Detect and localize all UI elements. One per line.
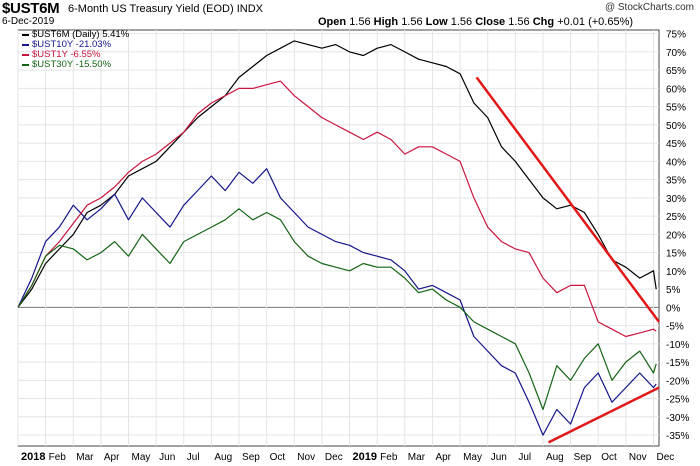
ticker-description: 6-Month US Treasury Yield (EOD) INDX: [68, 3, 263, 15]
x-tick-label: 2018: [21, 451, 45, 463]
legend-item: $UST30Y -15.50%: [22, 60, 129, 70]
y-tick-label: 40%: [666, 157, 686, 168]
stockcharts-watermark: @ StockCharts.com: [604, 2, 694, 13]
x-tick-label: Jul: [187, 452, 200, 463]
y-tick-label: -15%: [666, 358, 689, 369]
low-value: 1.56: [450, 16, 473, 28]
x-tick-label: Jul: [518, 452, 531, 463]
x-tick-label: Jun: [491, 452, 507, 463]
legend-item: $UST6M (Daily) 5.41%: [22, 30, 129, 40]
low-label: Low: [425, 16, 448, 28]
series-line: [17, 208, 657, 411]
series-line: [17, 80, 657, 338]
chg-label: Chg: [532, 16, 555, 28]
x-axis: 2018 Feb Mar Apr May Jun Jul Aug Sep Oct Nov Dec 201…: [21, 451, 674, 463]
x-tick-label: Apr: [435, 452, 451, 463]
trendline: [475, 76, 661, 323]
y-tick-label: 45%: [666, 139, 686, 150]
legend-label: $UST30Y -15.50%: [32, 59, 112, 70]
x-tick-label: Mar: [76, 452, 94, 463]
y-tick-label: 25%: [666, 212, 686, 223]
legend-label: $UST1Y -6.55%: [32, 49, 101, 60]
y-tick-label: 70%: [666, 48, 686, 59]
open-label: Open: [318, 16, 347, 28]
x-tick-label: May: [463, 452, 482, 463]
x-tick-label: 2019: [353, 451, 377, 463]
high-label: High: [373, 16, 399, 28]
y-tick-label: 55%: [666, 103, 686, 114]
close-label: Close: [475, 16, 506, 28]
description-text: 6-Month US Treasury Yield (EOD): [68, 3, 234, 15]
chart-header: $UST6M 6-Month US Treasury Yield (EOD) I…: [0, 0, 700, 30]
x-tick-label: Sep: [574, 452, 592, 463]
x-tick-label: Feb: [380, 452, 398, 463]
y-tick-label: 0%: [666, 303, 681, 314]
y-tick-label: -30%: [666, 413, 689, 424]
y-tick-label: 15%: [666, 249, 686, 260]
legend-swatch: [22, 64, 29, 66]
x-tick-label: Jun: [159, 452, 175, 463]
y-tick-label: 35%: [666, 176, 686, 187]
y-tick-label: 20%: [666, 230, 686, 241]
y-tick-label: 5%: [666, 285, 681, 296]
y-tick-label: 10%: [666, 267, 686, 278]
x-tick-label: Aug: [546, 452, 564, 463]
x-tick-label: Feb: [49, 452, 67, 463]
legend: $UST6M (Daily) 5.41% $UST10Y -21.03% $UST1…: [22, 30, 129, 70]
x-tick-label: Oct: [270, 452, 286, 463]
close-value: 1.56: [508, 16, 530, 28]
ticker-symbol: $UST6M: [2, 0, 60, 17]
high-value: 1.56: [401, 16, 423, 28]
series-line: [17, 40, 657, 308]
x-tick-label: Nov: [629, 452, 647, 463]
y-tick-label: 75%: [666, 30, 686, 41]
legend-swatch: [22, 54, 29, 56]
legend-item: $UST1Y -6.55%: [22, 50, 129, 60]
x-tick-label: Aug: [214, 452, 232, 463]
open-value: 1.56: [349, 16, 371, 28]
legend-label: $UST10Y -21.03%: [32, 39, 112, 50]
y-tick-label: 50%: [666, 121, 686, 132]
x-tick-label: Dec: [656, 452, 674, 463]
y-tick-label: -20%: [666, 376, 689, 387]
series-line: [17, 168, 657, 436]
grid-lines: [17, 30, 659, 446]
x-tick-label: May: [132, 452, 151, 463]
x-tick-label: Dec: [325, 452, 343, 463]
y-tick-label: 30%: [666, 194, 686, 205]
y-tick-label: -25%: [666, 395, 689, 406]
y-tick-label: -5%: [666, 322, 684, 333]
legend-item: $UST10Y -21.03%: [22, 40, 129, 50]
x-tick-label: Mar: [408, 452, 426, 463]
x-tick-label: Oct: [601, 452, 617, 463]
exchange-text: INDX: [236, 3, 264, 15]
series-layer: [17, 40, 661, 444]
y-tick-label: 60%: [666, 84, 686, 95]
legend-swatch: [22, 44, 29, 46]
chg-value: +0.01 (+0.65%): [557, 16, 634, 28]
legend-label: $UST6M (Daily) 5.41%: [32, 29, 130, 40]
ohlc-readout: Open 1.56 High 1.56 Low 1.56 Close 1.56 …: [318, 16, 633, 28]
y-axis: 75% 70% 65% 60% 55% 50% 45% 40% 35% 30% 25% 20% 15% 1…: [666, 30, 689, 442]
legend-swatch: [22, 34, 29, 36]
y-tick-label: -10%: [666, 340, 689, 351]
y-tick-label: 65%: [666, 66, 686, 77]
chart-date: 6-Dec-2019: [2, 16, 55, 27]
x-tick-label: Sep: [242, 452, 260, 463]
plot-frame: [17, 29, 660, 447]
x-tick-label: Apr: [104, 452, 120, 463]
trendline: [547, 386, 660, 444]
x-tick-label: Nov: [297, 452, 315, 463]
y-tick-label: -35%: [666, 431, 689, 442]
